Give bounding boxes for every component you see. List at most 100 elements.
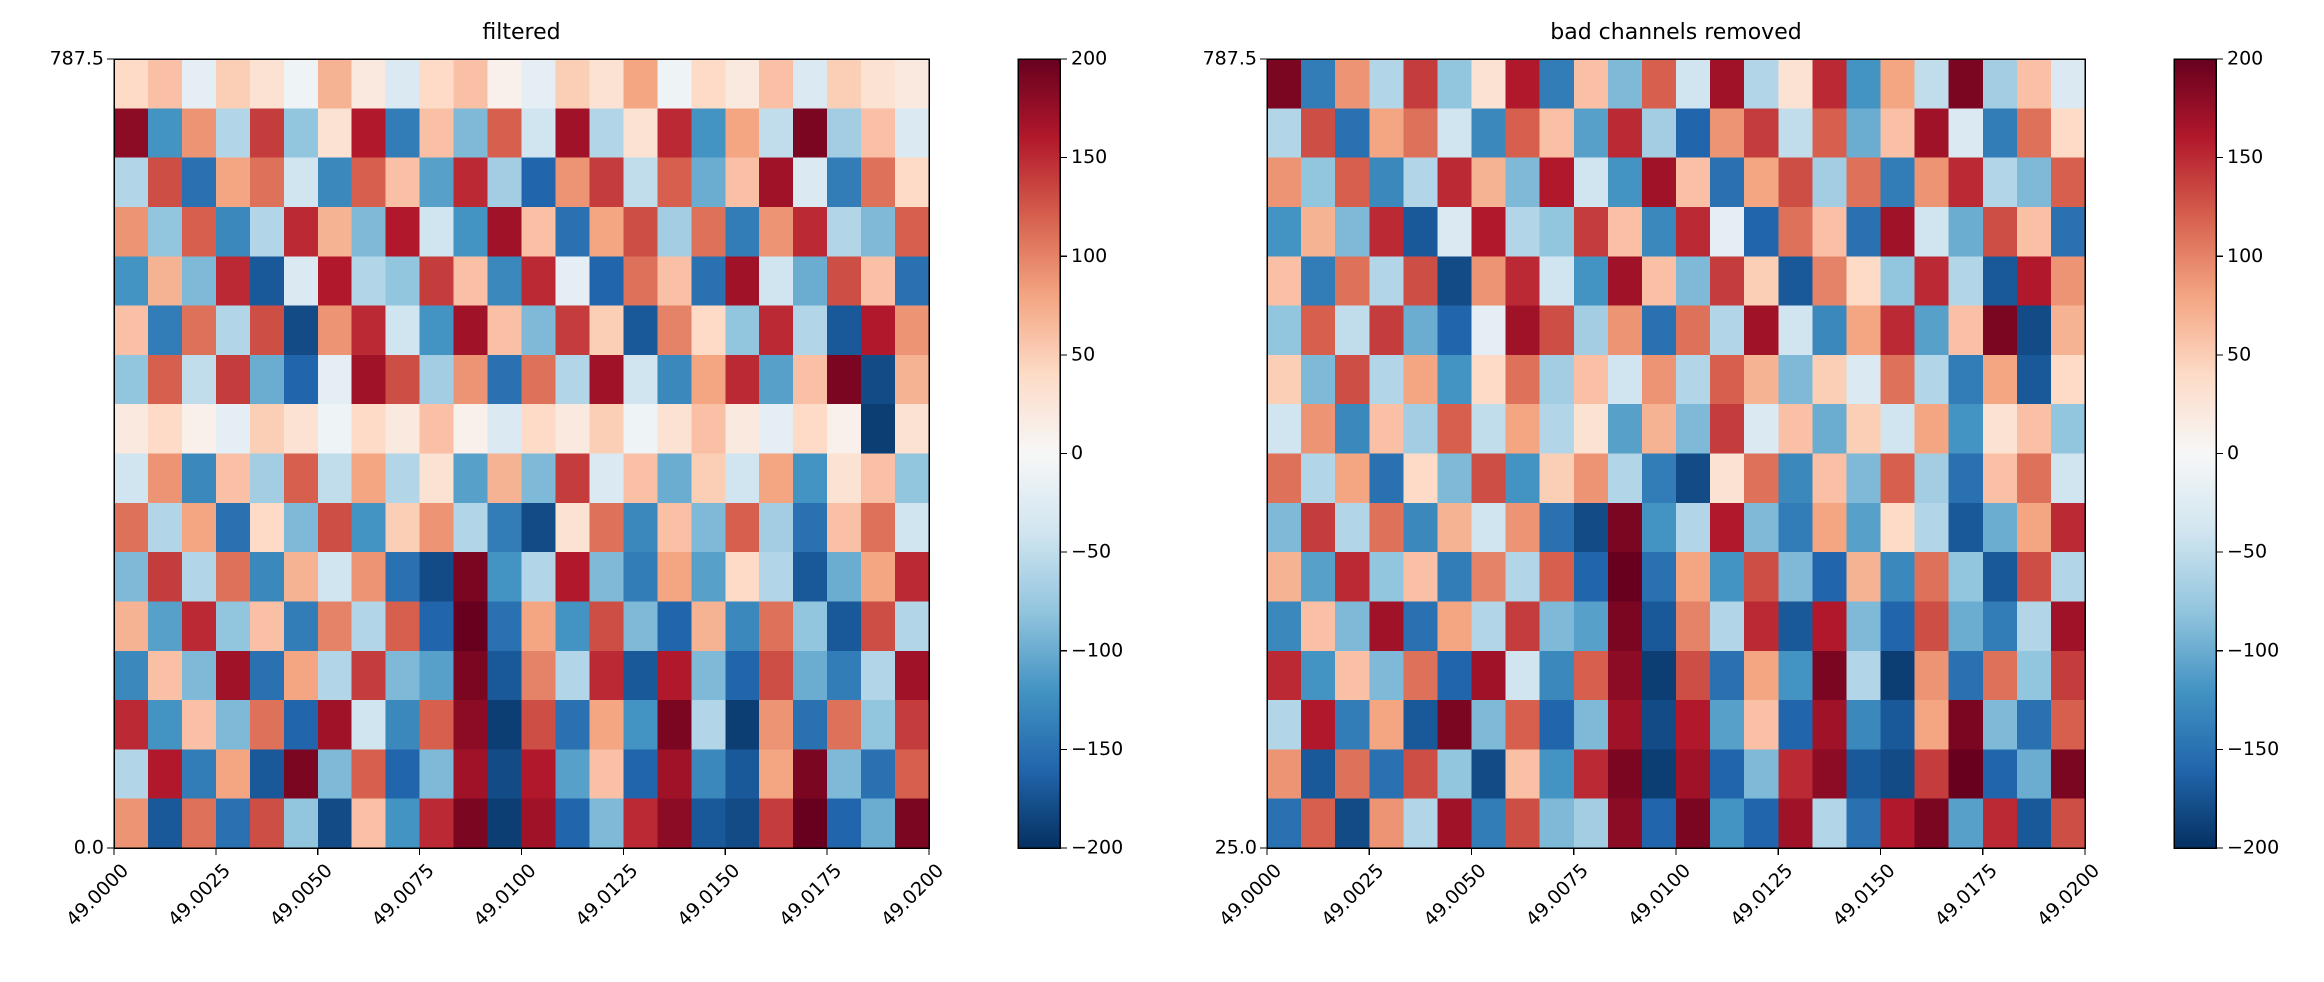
heatmap-cell [1539,305,1575,356]
heatmap-cell [1846,206,1881,257]
heatmap-cell [1267,108,1302,159]
heatmap-cell [1301,108,1336,159]
heatmap-cell [691,206,726,257]
heatmap-cell [215,700,251,750]
heatmap-cell [385,502,421,553]
heatmap-cell [1846,108,1881,159]
heatmap-cell [1301,552,1336,602]
heatmap-cell [759,404,794,454]
heatmap-cell [351,59,387,109]
heatmap-cell [1335,354,1370,405]
heatmap-cell [1403,552,1438,602]
heatmap-cell [1267,206,1302,257]
heatmap-cell [1369,601,1404,652]
heatmap-cell [1573,157,1609,208]
heatmap-cell [1335,206,1370,257]
heatmap-cell [1880,108,1916,159]
heatmap-cell [1710,453,1745,504]
heatmap-cell [147,404,183,454]
heatmap-cell [827,404,862,454]
heatmap-cell [1437,502,1472,553]
heatmap-cell [1914,108,1950,159]
heatmap-cell [385,256,421,307]
heatmap-cell [1948,749,1984,800]
heatmap-cell [623,108,658,159]
heatmap-cell [1948,305,1984,356]
heatmap-cell [1505,798,1541,849]
heatmap-cell [215,59,251,109]
heatmap-cell [453,453,489,504]
heatmap-cell [1982,354,2018,405]
heatmap-cell [1471,157,1507,208]
heatmap-cell [793,108,828,159]
x-tick-label: 49.0000 [1215,860,1286,931]
heatmap-cell [351,650,387,701]
heatmap-cell [385,305,421,356]
heatmap-cell [1948,453,1984,504]
heatmap-cell [385,700,421,750]
heatmap-cell [1301,601,1336,652]
heatmap-cell [827,502,862,553]
heatmap-cell [1607,108,1643,159]
heatmap-cell [385,59,421,109]
heatmap-cell [1301,354,1336,405]
heatmap-cell [555,453,590,504]
heatmap-cell [1880,354,1916,405]
heatmap-cell [1948,552,1984,602]
heatmap-cell [1539,502,1575,553]
heatmap-cell [555,305,590,356]
heatmap-cell [385,601,421,652]
heatmap-cell [895,502,930,553]
colorbar-tick-label: 50 [1071,343,1095,365]
heatmap-cell [1676,59,1711,109]
heatmap-cell [1710,552,1745,602]
heatmap-cell [1301,59,1336,109]
heatmap-cell [861,256,896,307]
heatmap-cell [691,749,726,800]
heatmap-cell [249,404,285,454]
colorbar-tick-label: 0 [2227,442,2239,464]
heatmap-cell [1641,552,1677,602]
heatmap-cell [861,404,896,454]
heatmap-cell [691,601,726,652]
heatmap-cell [181,354,217,405]
x-tick-label: 49.0150 [673,860,744,931]
heatmap-cell [114,601,149,652]
heatmap-cell [861,798,896,849]
heatmap-cell [589,305,624,356]
y-tick-label: 25.0 [1215,837,1257,859]
heatmap-cell [419,404,455,454]
heatmap-cell [895,453,930,504]
heatmap-cell [1301,453,1336,504]
heatmap-cell [2016,552,2052,602]
heatmap-cell [1301,650,1336,701]
x-tick-label: 49.0100 [1624,860,1695,931]
heatmap-cell [317,108,353,159]
heatmap-cell [1744,601,1779,652]
heatmap-cell [657,108,692,159]
heatmap-cell [521,650,556,701]
heatmap-cell [1676,256,1711,307]
heatmap-cell [1880,256,1916,307]
heatmap-cell [317,700,353,750]
heatmap-cell [1744,59,1779,109]
heatmap-cell [1641,206,1677,257]
heatmap-cell [181,59,217,109]
heatmap-cell [759,601,794,652]
colorbar-tick-label: −100 [2227,639,2279,661]
heatmap-cell [793,453,828,504]
heatmap-cell [453,256,489,307]
heatmap-cell [1846,256,1881,307]
heatmap-cell [1880,552,1916,602]
heatmap-cell [589,59,624,109]
heatmap-cell [1744,502,1779,553]
heatmap-cell [895,798,930,849]
heatmap-cell [1880,453,1916,504]
heatmap-cell [1335,749,1370,800]
heatmap-cell [114,256,149,307]
heatmap-cell [487,552,522,602]
heatmap-cell [1880,59,1916,109]
heatmap-cell [1846,700,1881,750]
heatmap-cell [2016,650,2052,701]
